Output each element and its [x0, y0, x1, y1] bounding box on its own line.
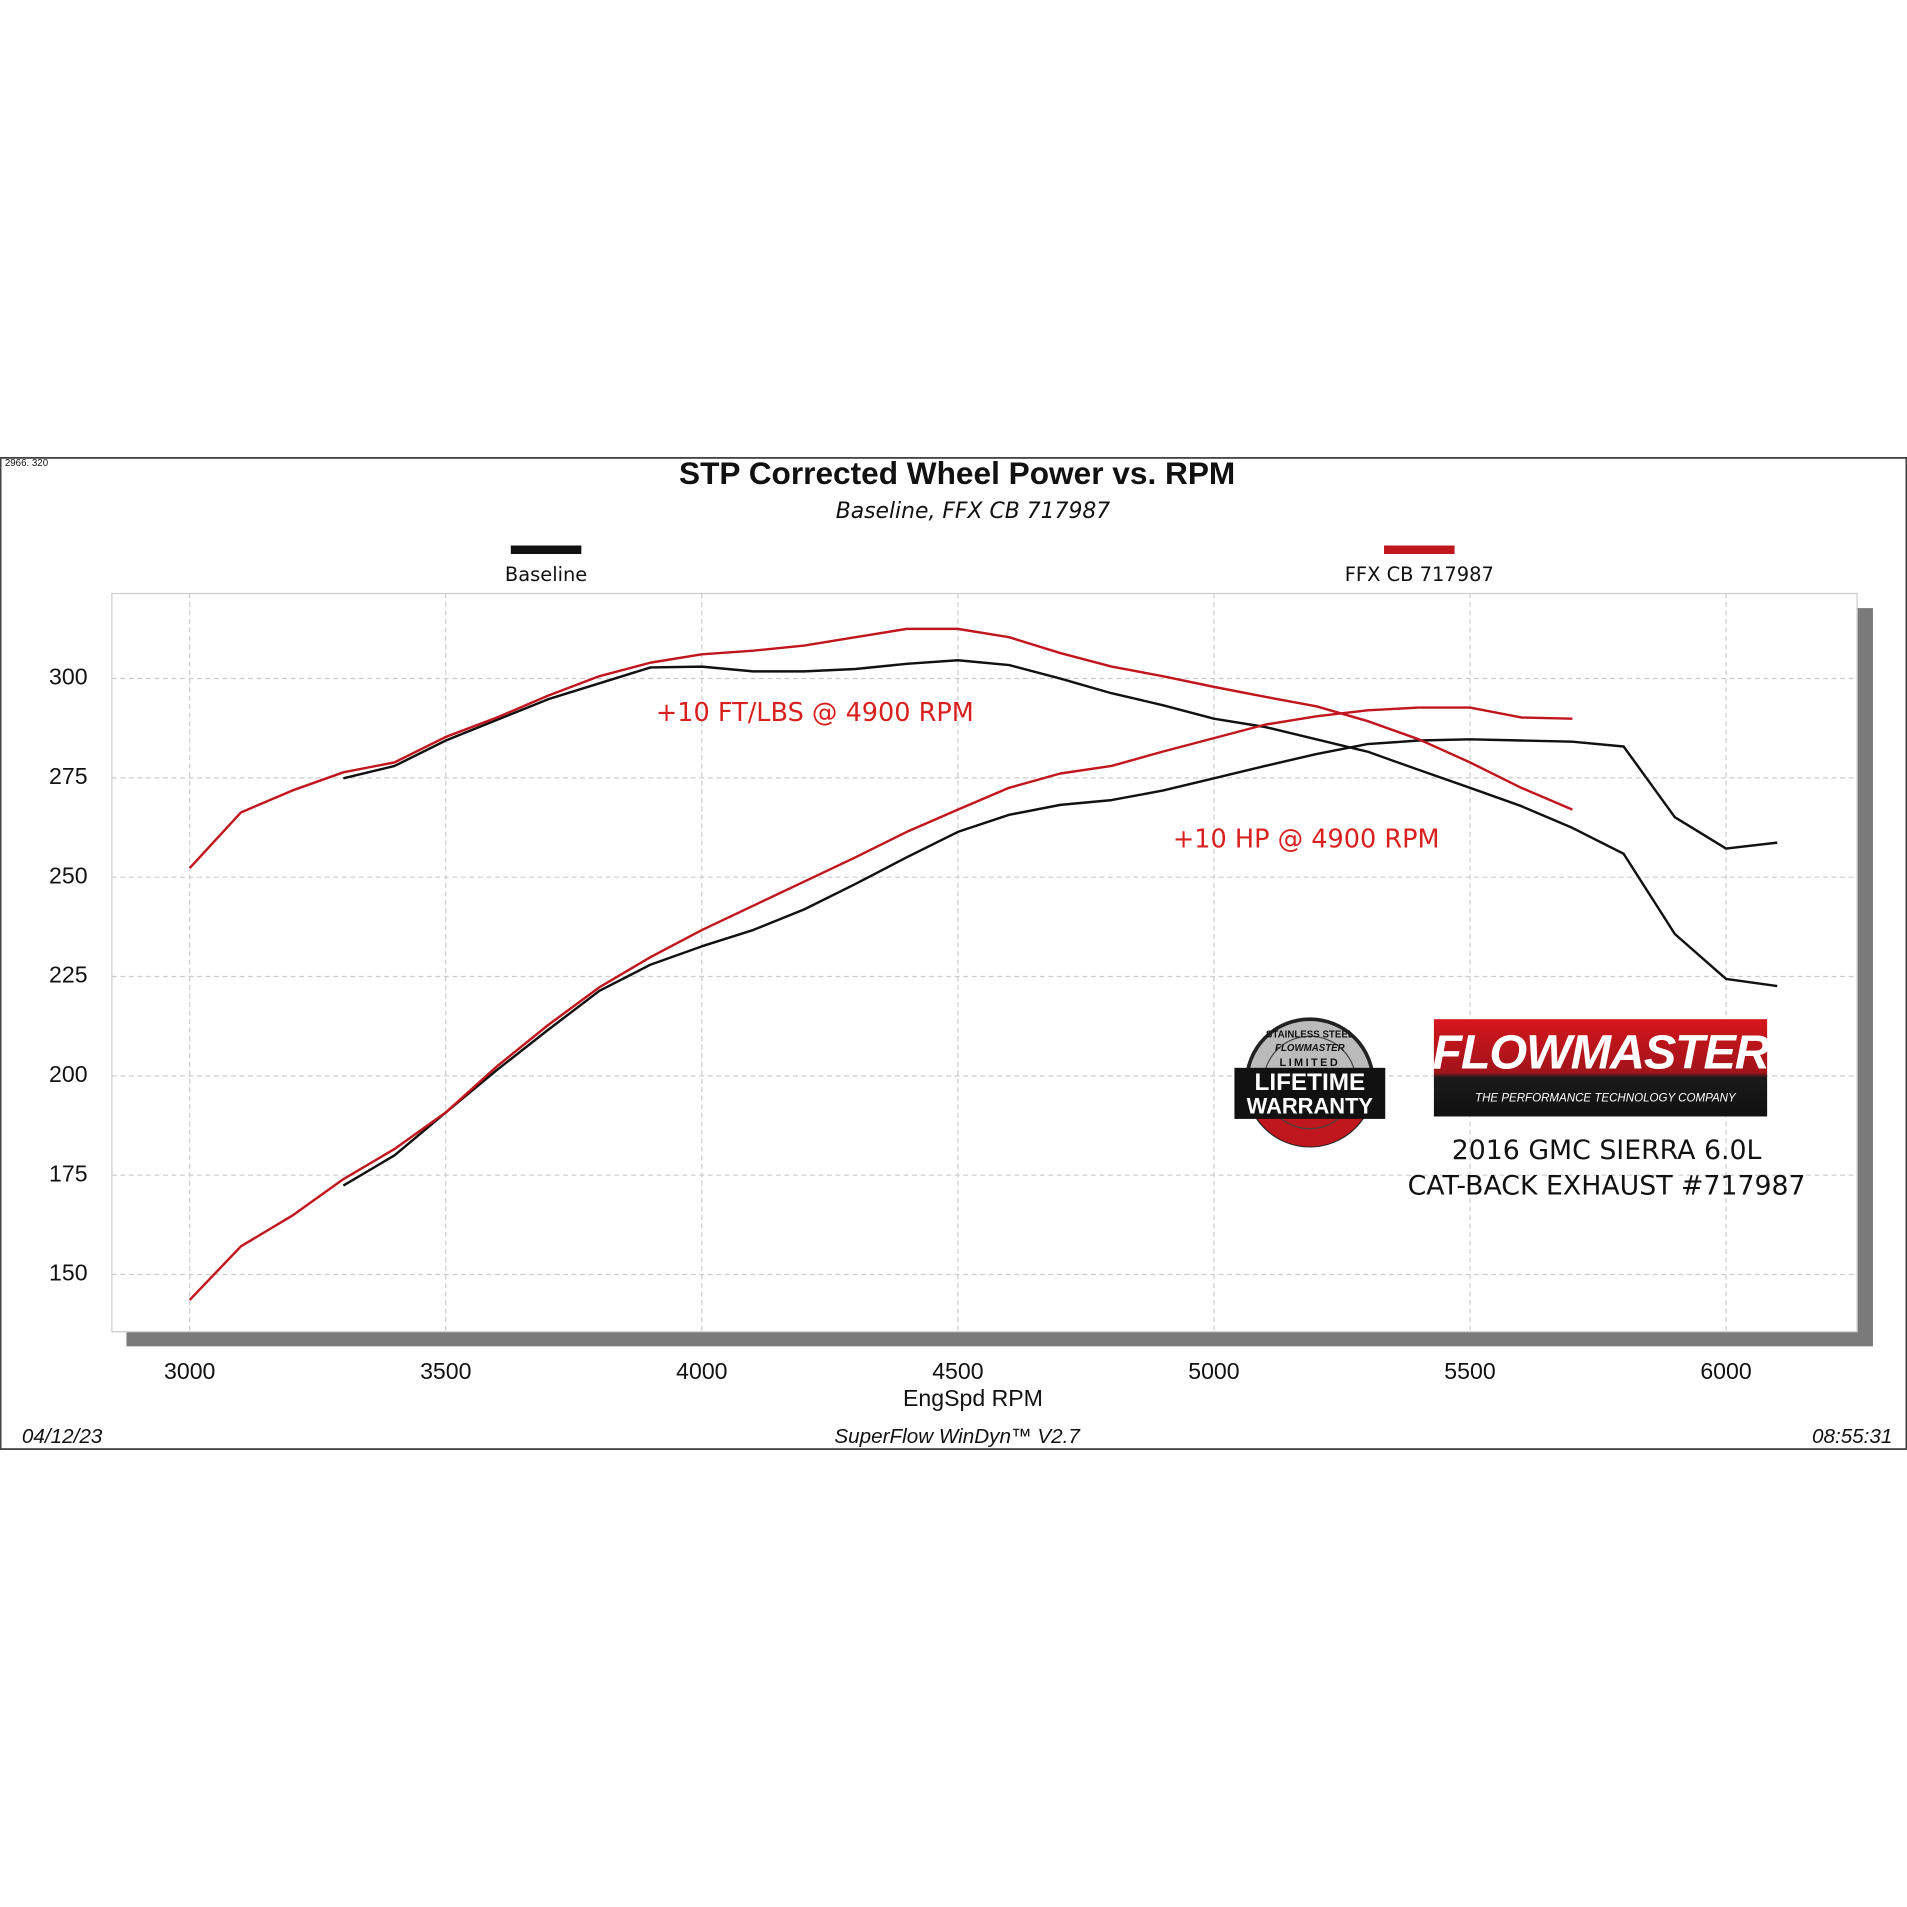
- brand-tagline: THE PERFORMANCE TECHNOLOGY COMPANY: [1475, 1092, 1737, 1104]
- x-tick-label: 3500: [420, 1358, 471, 1384]
- y-tick-label: 150: [49, 1260, 88, 1286]
- x-tick-label: 6000: [1700, 1358, 1751, 1384]
- y-tick-label: 200: [49, 1061, 88, 1087]
- x-tick-label: 4500: [932, 1358, 983, 1384]
- x-tick-label: 4000: [676, 1358, 727, 1384]
- footer-date: 04/12/23: [22, 1425, 103, 1448]
- brand-name: FLOWMASTER: [1432, 1026, 1769, 1080]
- x-tick-label: 5500: [1444, 1358, 1495, 1384]
- plot-area: [111, 592, 1858, 1333]
- annotation: +10 FT/LBS @ 4900 RPM: [656, 698, 974, 728]
- badge-text: WARRANTY: [1247, 1094, 1374, 1119]
- y-tick-label: 300: [49, 664, 88, 690]
- series-line: [343, 659, 1778, 988]
- y-tick-label: 275: [49, 763, 88, 789]
- x-tick-label: 5000: [1188, 1358, 1239, 1384]
- footer-software: SuperFlow WinDyn™ V2.7: [834, 1425, 1081, 1448]
- warranty-badge: STAINLESS STEEL FLOWMASTER LIMITED LIFET…: [1234, 1017, 1386, 1148]
- series-line: [342, 738, 1778, 1187]
- grid: [111, 593, 1858, 1332]
- x-tick-label: 3000: [164, 1358, 215, 1384]
- brand-logo: FLOWMASTER THE PERFORMANCE TECHNOLOGY CO…: [1432, 1019, 1771, 1117]
- badge-text: FLOWMASTER: [1275, 1043, 1345, 1054]
- x-axis-label: EngSpd RPM: [903, 1385, 1043, 1411]
- vehicle-text: 2016 GMC SIERRA 6.0L: [1452, 1135, 1762, 1166]
- vehicle-text: CAT-BACK EXHAUST #717987: [1408, 1171, 1806, 1202]
- chart-title: STP Corrected Wheel Power vs. RPM: [679, 455, 1235, 491]
- badge-text: STAINLESS STEEL: [1266, 1030, 1354, 1041]
- series-line: [188, 706, 1573, 1301]
- lines: [188, 627, 1778, 1301]
- y-tick-label: 250: [49, 862, 88, 888]
- badge-text: LIMITED: [1279, 1057, 1340, 1069]
- y-tick-label: 175: [49, 1160, 88, 1186]
- badge-text: LIFETIME: [1254, 1069, 1365, 1096]
- legend-label: Baseline: [505, 563, 587, 586]
- footer-time: 08:55:31: [1812, 1425, 1892, 1448]
- legend-label: FFX CB 717987: [1345, 563, 1494, 586]
- y-tick-label: 225: [49, 962, 88, 988]
- annotation: +10 HP @ 4900 RPM: [1173, 824, 1440, 854]
- corner-note: 2966. 320: [5, 458, 49, 469]
- chart-subtitle: Baseline, FFX CB 717987: [836, 499, 1111, 524]
